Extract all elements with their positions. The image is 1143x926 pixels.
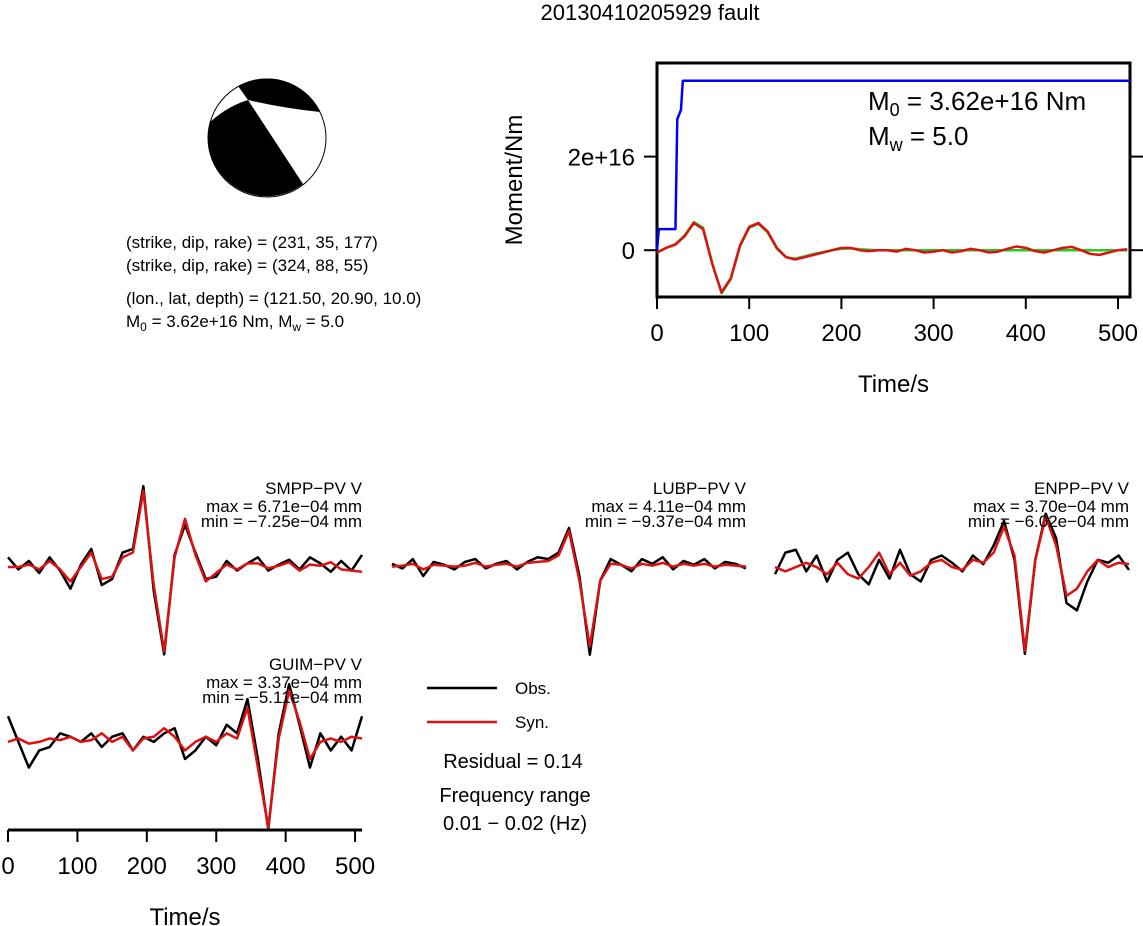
compression-quadrant (238, 78, 320, 112)
y-tick-label: 0 (622, 238, 635, 265)
y-axis-label: Moment/Nm (501, 115, 528, 246)
max-label: max = 4.11e−04 mm (591, 497, 746, 516)
annotation: M0 = 3.62e+16 Nm (868, 86, 1086, 120)
x-tick-label: 0 (1, 853, 14, 880)
x-tick-label: 100 (729, 320, 769, 347)
x-tick-label: 300 (196, 853, 236, 880)
x-tick-label: 400 (1006, 320, 1046, 347)
beachball (207, 78, 327, 198)
magnitude: M0 = 3.62e+16 Nm, Mw = 5.0 (126, 312, 344, 334)
m0-text: = 3.62e+16 Nm, (147, 312, 278, 331)
mw-text: = 5.0 (301, 312, 344, 331)
plot-frame (655, 61, 1132, 299)
x-tick-label: 0 (650, 320, 663, 347)
min-label: min = −9.37e−04 mm (585, 512, 746, 531)
min-label: min = −7.25e−04 mm (201, 512, 362, 531)
series-line (6, 682, 364, 831)
mw-symbol: M (278, 312, 292, 331)
x-tick-label: 100 (57, 853, 97, 880)
station-title: SMPP−PV V (265, 479, 363, 498)
plane-1: (strike, dip, rake) = (231, 35, 177) (126, 233, 378, 252)
mechanism-text: (strike, dip, rake) = (231, 35, 177) (st… (126, 233, 421, 334)
residual: Residual = 0.14 (443, 751, 583, 773)
y-tick-label: 2e+16 (568, 145, 635, 172)
series-line (656, 221, 1128, 294)
min-label: min = −6.02e−04 mm (968, 512, 1129, 531)
x-tick-label: 400 (266, 853, 306, 880)
max-label: max = 3.37e−04 mm (206, 673, 362, 692)
station-title: ENPP−PV V (1034, 479, 1130, 498)
figure-title: 20130410205929 fault (541, 0, 760, 25)
x-tick-label: 500 (1098, 320, 1138, 347)
compression-quadrant (207, 100, 303, 197)
mw-sub: w (291, 320, 301, 334)
x-axis-label: Time/s (149, 904, 220, 926)
legend-label: Syn. (515, 713, 549, 732)
x-tick-label: 500 (335, 853, 375, 880)
m0-sub: 0 (140, 320, 147, 334)
series-line (774, 515, 1130, 652)
station-title: LUBP−PV V (653, 479, 747, 498)
min-label: min = −5.11e−04 mm (202, 688, 362, 707)
plane-2: (strike, dip, rake) = (324, 88, 55) (126, 256, 368, 275)
station-title: GUIM−PV V (269, 655, 363, 674)
x-tick-label: 300 (914, 320, 954, 347)
legend-label: Obs. (515, 679, 551, 698)
summary: Residual = 0.14 Frequency range 0.01 − 0… (439, 751, 590, 835)
annotation: Mw = 5.0 (868, 121, 968, 155)
series-line (391, 529, 747, 648)
location: (lon., lat, depth) = (121.50, 20.90, 10.… (126, 289, 421, 308)
frequency-range: Frequency range (439, 785, 590, 807)
x-tick-label: 200 (127, 853, 167, 880)
x-axis-label: Time/s (858, 371, 929, 398)
series-line (391, 526, 747, 656)
series-line (655, 79, 1130, 251)
annotation-text: = 5.0 (903, 121, 969, 151)
annotation-symbol: M (868, 86, 890, 116)
x-tick-label: 200 (821, 320, 861, 347)
annotation-sub: 0 (890, 100, 900, 120)
max-label: max = 3.70e−04 mm (973, 497, 1129, 516)
series-line (8, 489, 363, 653)
annotation-symbol: M (868, 121, 890, 151)
frequency-values: 0.01 − 0.02 (Hz) (443, 813, 587, 835)
annotation-sub: w (889, 135, 904, 155)
series-line (7, 689, 363, 829)
max-label: max = 6.71e−04 mm (206, 497, 362, 516)
m0-symbol: M (126, 312, 140, 331)
annotation-text: = 3.62e+16 Nm (900, 86, 1086, 116)
series-line (7, 484, 364, 656)
